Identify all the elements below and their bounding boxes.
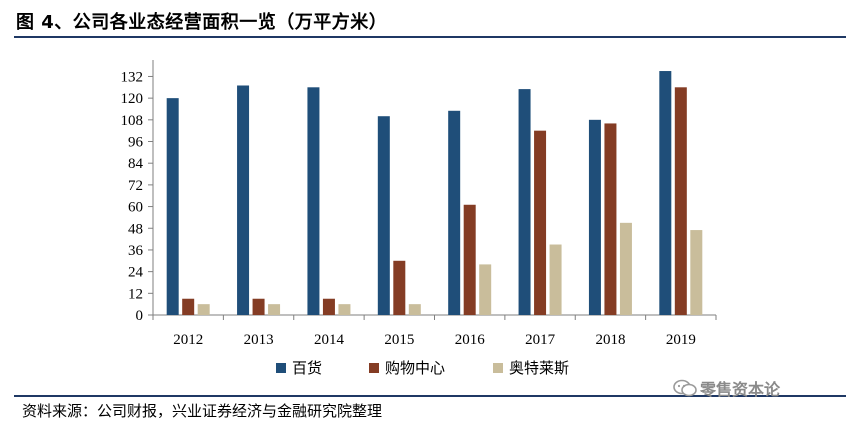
figure-title: 图 4、公司各业态经营面积一览（万平方米） [16,12,388,33]
bar-3-2016 [479,264,492,315]
bar-1-2019 [659,71,672,316]
bar-2-2016 [463,204,476,315]
bar-3-2019 [690,230,703,315]
x-axis: 2012 2013 2014 2015 2016 2017 2018 2019 [152,314,717,348]
bar-3-2017 [549,244,562,315]
legend-swatch-2 [369,363,379,373]
bar-2-2017 [534,130,547,315]
source-note: 资料来源：公司财报，兴业证券经济与金融研究院整理 [22,402,383,420]
bar-2-2018 [604,123,617,315]
bars [166,71,703,316]
bar-1-2015 [377,116,390,315]
bar-2-2014 [322,298,335,315]
x-tick-label: 2015 [384,332,414,348]
bar-2-2019 [674,87,687,315]
bar-3-2012 [197,304,210,315]
y-tick-label: 132 [121,69,144,85]
x-tick-label: 2019 [666,332,696,348]
x-tick-label: 2016 [455,332,486,348]
x-tick-label: 2014 [314,332,345,348]
bar-2-2013 [252,298,265,315]
source-rule [14,395,846,397]
legend-label-2: 购物中心 [385,359,445,377]
y-tick-label: 0 [136,308,144,324]
title-rule [14,36,846,38]
wechat-icon [673,379,697,397]
watermark: 零售资本论 [700,380,781,399]
x-tick-label: 2017 [525,332,556,348]
y-tick-label: 60 [128,200,143,216]
bar-1-2016 [448,110,461,316]
legend: 百货 购物中心 奥特莱斯 [276,359,569,377]
bar-1-2017 [518,89,531,315]
bar-3-2014 [338,304,351,315]
bar-1-2014 [307,87,320,315]
bar-1-2012 [166,98,179,316]
y-tick-label: 12 [128,286,143,302]
bar-2-2012 [182,298,195,315]
y-axis: 0 12 24 36 48 60 72 84 96 108 120 132 [121,60,154,324]
bar-3-2013 [268,304,281,315]
legend-label-3: 奥特莱斯 [509,359,569,377]
x-tick-label: 2018 [595,332,625,348]
legend-label-1: 百货 [292,359,322,377]
bar-3-2015 [408,304,421,315]
y-tick-label: 36 [128,243,144,259]
bar-3-2018 [619,222,632,315]
y-tick-label: 84 [128,156,144,172]
y-tick-label: 24 [128,265,144,281]
bar-1-2013 [237,85,250,315]
y-tick-label: 108 [121,113,144,129]
x-tick-label: 2012 [173,332,203,348]
y-tick-label: 120 [121,91,144,107]
legend-swatch-1 [276,363,286,373]
y-tick-label: 72 [128,178,143,194]
legend-swatch-3 [493,363,503,373]
y-tick-label: 96 [128,135,144,151]
x-tick-label: 2013 [244,332,274,348]
y-tick-label: 48 [128,221,143,237]
bar-2-2015 [393,260,406,315]
bar-1-2018 [588,119,601,315]
